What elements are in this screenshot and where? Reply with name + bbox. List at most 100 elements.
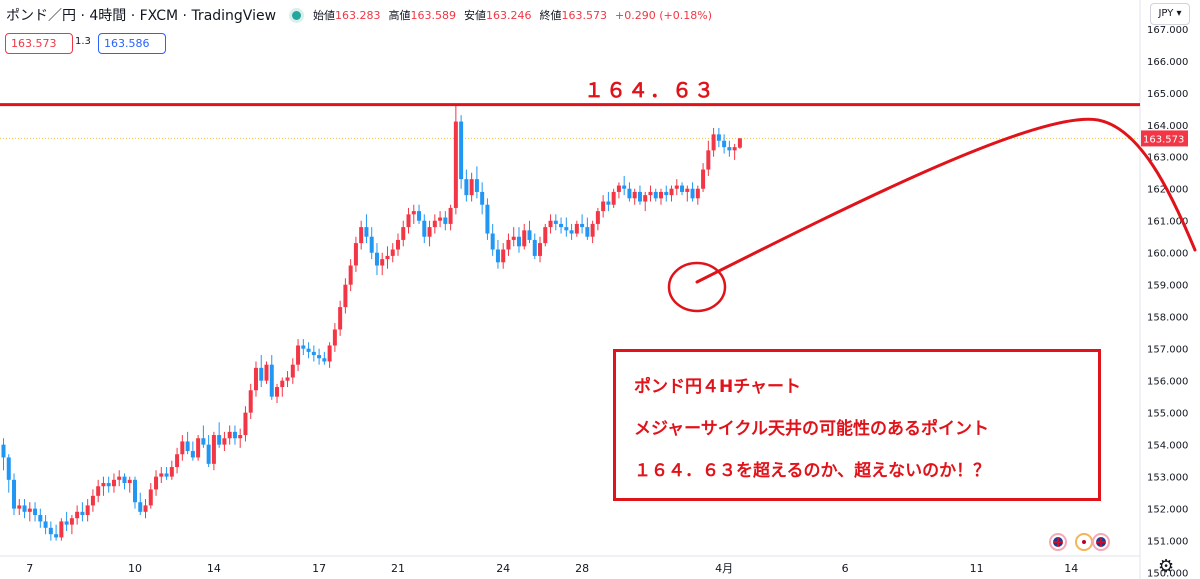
candle-body xyxy=(206,444,211,464)
candle-body xyxy=(632,191,637,199)
candle-body xyxy=(317,355,322,359)
candle-body xyxy=(417,211,422,221)
chart-header: ポンド／円 · 4時間 · FXCM · TradingView 始値163.2… xyxy=(6,5,712,25)
candle-body xyxy=(706,150,711,170)
candle-body xyxy=(653,191,658,199)
candle-body xyxy=(227,431,232,439)
candle-body xyxy=(259,367,264,381)
candle-body xyxy=(27,508,32,512)
x-tick-label: 11 xyxy=(970,562,984,575)
y-tick-label: 167.000 xyxy=(1147,25,1188,36)
candle-body xyxy=(6,457,11,480)
candle-body xyxy=(311,351,316,356)
candle-body xyxy=(180,441,185,455)
candle-body xyxy=(506,239,511,250)
candle-body xyxy=(111,479,116,487)
candle-body xyxy=(411,211,416,215)
candle-body xyxy=(648,191,653,196)
annotation-box: ポンド円４Hチャート メジャーサイクル天井の可能性のあるポイント １６４．６３を… xyxy=(613,349,1101,501)
ohlc-low: 安値163.246 xyxy=(464,9,532,22)
candle-body xyxy=(664,191,669,196)
candle-body xyxy=(211,435,216,464)
candle-body xyxy=(280,380,285,388)
symbol-title[interactable]: ポンド／円 · 4時間 · FXCM · TradingView xyxy=(6,8,277,24)
annotation-line-3: １６４．６３を超えるのか、超えないのか！？ xyxy=(634,461,991,481)
y-tick-label: 151.000 xyxy=(1147,537,1188,548)
sell-button[interactable]: 163.573 xyxy=(5,33,73,54)
candle-body xyxy=(495,249,500,263)
candle-body xyxy=(159,473,164,477)
candle-body xyxy=(353,243,358,266)
candle-body xyxy=(711,134,716,151)
candle-body xyxy=(559,223,564,228)
candle-body xyxy=(385,255,390,260)
x-tick-label: 4月 xyxy=(715,562,733,575)
candle-body xyxy=(448,207,453,224)
candle-body xyxy=(306,348,311,352)
candle-body xyxy=(727,147,732,151)
candle-body xyxy=(85,505,90,516)
y-tick-label: 155.000 xyxy=(1147,409,1188,420)
candle-body xyxy=(637,191,642,202)
candle-body xyxy=(296,345,301,365)
candle-body xyxy=(148,489,153,506)
currency-dropdown[interactable]: JPY ▾ xyxy=(1150,3,1190,25)
candle-body xyxy=(422,220,427,237)
candle-body xyxy=(117,476,122,480)
candle-body xyxy=(133,479,137,503)
annotation-line-1: ポンド円４Hチャート xyxy=(634,377,802,397)
cycle-arc-annotation xyxy=(695,117,1197,284)
candle-body xyxy=(601,201,606,212)
candle-body xyxy=(585,227,590,237)
ohlc-close: 終値163.573 xyxy=(539,9,608,22)
candle-body xyxy=(380,259,385,266)
x-tick-label: 17 xyxy=(312,562,326,575)
candle-body xyxy=(543,227,548,244)
x-tick-label: 28 xyxy=(575,562,589,575)
candle-body xyxy=(101,483,106,487)
candle-body xyxy=(532,239,537,256)
candle-body xyxy=(438,217,443,221)
candle-body xyxy=(48,527,53,535)
candle-body xyxy=(453,121,458,208)
candle-body xyxy=(196,438,201,458)
candle-body xyxy=(595,211,600,224)
candle-body xyxy=(722,140,727,148)
candle-body xyxy=(716,134,721,141)
y-tick-label: 161.000 xyxy=(1147,217,1188,228)
y-tick-label: 158.000 xyxy=(1147,313,1188,324)
japan-flag-icon[interactable] xyxy=(1075,533,1093,551)
candle-body xyxy=(201,438,206,445)
candle-body xyxy=(737,138,742,148)
candle-body xyxy=(553,220,558,224)
settings-gear-icon[interactable]: ⚙ xyxy=(1158,556,1175,577)
x-tick-label: 24 xyxy=(496,562,510,575)
candle-body xyxy=(106,483,111,487)
candle-body xyxy=(374,252,379,266)
candle-body xyxy=(222,438,227,445)
candle-body xyxy=(90,495,95,506)
y-tick-label: 164.000 xyxy=(1147,121,1188,132)
candle-body xyxy=(64,521,69,525)
candle-body xyxy=(164,473,169,477)
candle-body xyxy=(606,201,611,205)
candle-body xyxy=(590,223,595,237)
candle-body xyxy=(396,239,400,250)
y-tick-label: 154.000 xyxy=(1147,441,1188,452)
candle-body xyxy=(285,377,290,381)
candle-body xyxy=(217,435,222,445)
candle-body xyxy=(269,364,274,397)
uk-flag-icon[interactable] xyxy=(1049,533,1067,551)
candle-body xyxy=(690,188,695,199)
candle-body xyxy=(1,444,6,458)
candle-body xyxy=(38,515,43,522)
candle-body xyxy=(564,227,569,231)
candle-body xyxy=(538,243,543,256)
uk-flag-icon[interactable] xyxy=(1092,533,1110,551)
candle-body xyxy=(669,188,674,196)
buy-button[interactable]: 163.586 xyxy=(98,33,166,54)
x-tick-label: 7 xyxy=(26,562,33,575)
candle-body xyxy=(332,329,337,346)
candle-body xyxy=(96,486,101,496)
